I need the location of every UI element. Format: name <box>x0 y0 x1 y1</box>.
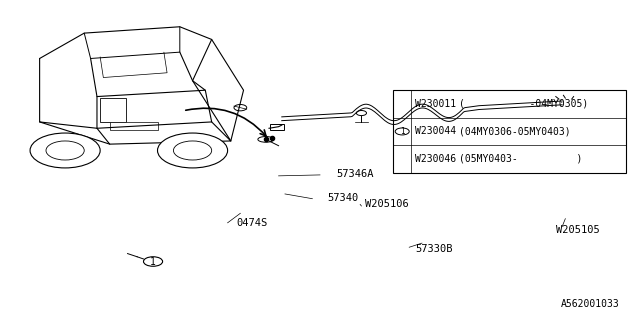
Text: (05MY0403-          ): (05MY0403- ) <box>459 154 582 164</box>
Text: W230046: W230046 <box>415 154 456 164</box>
Text: 57340: 57340 <box>328 193 359 203</box>
Circle shape <box>356 110 367 116</box>
Text: (04MY0306-05MY0403): (04MY0306-05MY0403) <box>459 126 570 136</box>
Text: 57346A: 57346A <box>336 169 373 179</box>
Circle shape <box>395 128 409 135</box>
FancyBboxPatch shape <box>100 98 125 122</box>
FancyBboxPatch shape <box>270 124 284 130</box>
Circle shape <box>157 133 228 168</box>
Text: W230044: W230044 <box>415 126 456 136</box>
Circle shape <box>143 257 163 266</box>
Circle shape <box>173 141 212 160</box>
Text: 1: 1 <box>150 257 156 267</box>
Text: (           -04MY0305): ( -04MY0305) <box>459 99 588 109</box>
Ellipse shape <box>258 137 274 142</box>
Text: 0474S: 0474S <box>236 219 267 228</box>
Circle shape <box>30 133 100 168</box>
FancyBboxPatch shape <box>109 122 157 130</box>
Circle shape <box>559 98 572 105</box>
Text: 1: 1 <box>400 127 404 136</box>
Text: W205106: W205106 <box>365 199 408 209</box>
Text: 57330B: 57330B <box>415 244 453 254</box>
Text: A562001033: A562001033 <box>561 299 620 309</box>
FancyBboxPatch shape <box>394 90 626 173</box>
Text: W205105: W205105 <box>556 225 600 235</box>
Circle shape <box>46 141 84 160</box>
Circle shape <box>234 105 246 111</box>
Text: W230011: W230011 <box>415 99 456 109</box>
